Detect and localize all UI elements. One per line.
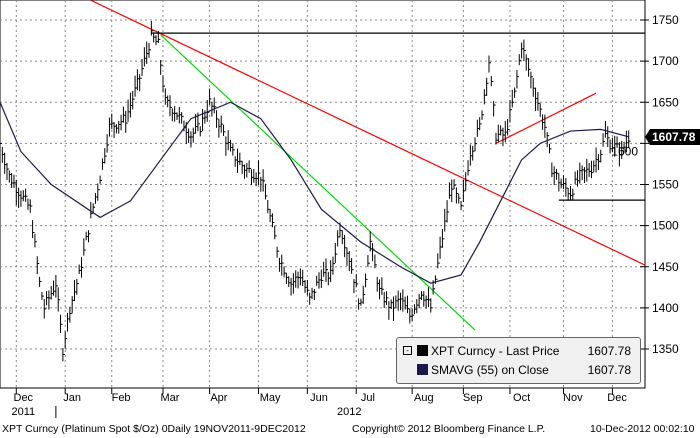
plot-area: [0, 0, 646, 389]
last-price-tag: [645, 128, 700, 145]
legend-value: 1607.78: [587, 344, 631, 358]
footer-timestamp: 10-Dec-2012 00:02:10: [590, 423, 695, 435]
x-tick-label: Apr: [210, 392, 227, 404]
footer-title: XPT Curncy (Platinum Spot $/Oz) 0Daily 1…: [2, 423, 306, 435]
smavg-swatch: [417, 364, 428, 375]
x-tick-label: Nov: [563, 392, 583, 404]
x-tick-label: Sep: [463, 392, 483, 404]
legend-item-last-price: XPT Curncy - Last Price 1607.78: [417, 344, 635, 358]
y-tick-label: 1500: [652, 219, 679, 233]
x-tick-label: Feb: [112, 392, 131, 404]
x-tick-label: Mar: [161, 392, 180, 404]
trendline: [495, 92, 597, 144]
y-tick-label: 1700: [652, 54, 679, 68]
y-tick-label: 1600: [611, 144, 638, 158]
footer-copyright: Copyright© 2012 Bloomberg Finance L.P.: [352, 423, 546, 435]
year-label: 2012: [337, 406, 361, 418]
x-tick-label: Dec: [607, 392, 627, 404]
trendline: [90, 0, 646, 266]
legend-item-smavg: SMAVG (55) on Close 1607.78: [417, 363, 635, 377]
y-tick-label: 1750: [652, 13, 679, 27]
y-tick-label: 1650: [652, 95, 679, 109]
legend-value: 1607.78: [587, 363, 631, 377]
legend: XPT Curncy - Last Price 1607.78 SMAVG (55…: [396, 337, 641, 384]
y-tick-label: 1450: [652, 260, 679, 274]
x-tick-label: Dec: [14, 392, 34, 404]
y-tick-label: 1550: [652, 178, 679, 192]
collapse-icon[interactable]: -: [403, 346, 412, 355]
legend-label: SMAVG (55) on Close: [431, 363, 549, 377]
last-price-swatch: [417, 345, 428, 356]
year-label: 2011: [11, 406, 35, 418]
x-tick-label: May: [260, 392, 281, 404]
trendline: [160, 34, 476, 331]
last-price-tag-label: 1607.78: [652, 130, 696, 144]
price-chart: 1350 1400 1450 1500 1550 1600 1650 1700 1750 Dec J…: [0, 0, 700, 418]
x-tick-label: Jun: [310, 392, 328, 404]
x-tick-label: Oct: [513, 392, 530, 404]
smavg-line: [0, 101, 629, 284]
x-tick-label: Jan: [63, 392, 81, 404]
legend-label: XPT Curncy - Last Price: [431, 344, 560, 358]
x-tick-label: Aug: [414, 392, 434, 404]
y-tick-label: 1350: [652, 342, 679, 356]
x-tick-label: Jul: [361, 392, 375, 404]
y-tick-label: 1400: [652, 301, 679, 315]
